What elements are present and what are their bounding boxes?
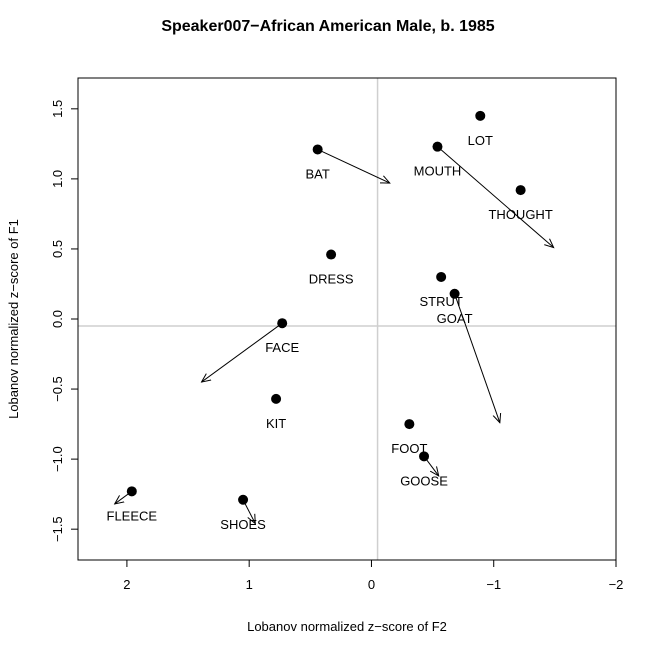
data-point-strut <box>436 271 447 282</box>
y-tick-label: 1.5 <box>50 100 65 118</box>
x-tick-label: 1 <box>246 577 253 592</box>
data-point-lot <box>475 110 486 121</box>
point-label-bat: BAT <box>305 166 329 181</box>
x-tick-label: −2 <box>609 577 624 592</box>
y-tick-label: 0.0 <box>50 310 65 328</box>
x-tick-label: 0 <box>368 577 375 592</box>
y-tick-label: 1.0 <box>50 170 65 188</box>
point-label-goat: GOAT <box>437 311 473 326</box>
plot-frame <box>77 77 617 561</box>
data-point-shoes <box>238 494 249 505</box>
point-label-foot: FOOT <box>391 441 427 456</box>
data-point-bat <box>312 144 323 155</box>
point-label-kit: KIT <box>266 416 286 431</box>
y-tick-label: −1.0 <box>50 446 65 472</box>
data-point-kit <box>271 393 282 404</box>
point-label-goose: GOOSE <box>400 473 448 488</box>
data-point-goat <box>449 288 460 299</box>
trajectory-arrow-mouth <box>437 146 553 248</box>
chart-title: Speaker007−African American Male, b. 198… <box>161 18 495 35</box>
data-point-fleece <box>126 486 137 497</box>
data-point-goose <box>419 451 430 462</box>
point-label-thought: THOUGHT <box>488 207 552 222</box>
point-label-dress: DRESS <box>309 272 354 287</box>
data-point-thought <box>515 185 526 196</box>
y-tick-label: −0.5 <box>50 376 65 402</box>
point-label-mouth: MOUTH <box>414 164 462 179</box>
data-point-face <box>277 318 288 329</box>
trajectory-arrow-goat <box>454 293 500 423</box>
point-label-face: FACE <box>265 340 299 355</box>
x-tick-label: −1 <box>486 577 501 592</box>
x-tick-label: 2 <box>123 577 130 592</box>
x-axis-title: Lobanov normalized z−score of F2 <box>247 619 447 634</box>
data-point-mouth <box>432 141 443 152</box>
y-tick-label: 0.5 <box>50 240 65 258</box>
trajectory-arrow-face <box>201 322 283 382</box>
trajectory-arrow-bat <box>317 149 390 183</box>
y-tick-label: −1.5 <box>50 516 65 542</box>
data-point-dress <box>326 249 337 260</box>
point-label-fleece: FLEECE <box>107 508 158 523</box>
y-axis-title: Lobanov normalized z−score of F1 <box>6 219 21 419</box>
point-label-lot: LOT <box>468 133 493 148</box>
data-point-foot <box>404 419 415 430</box>
point-label-shoes: SHOES <box>220 517 266 532</box>
point-label-strut: STRUT <box>419 294 462 309</box>
